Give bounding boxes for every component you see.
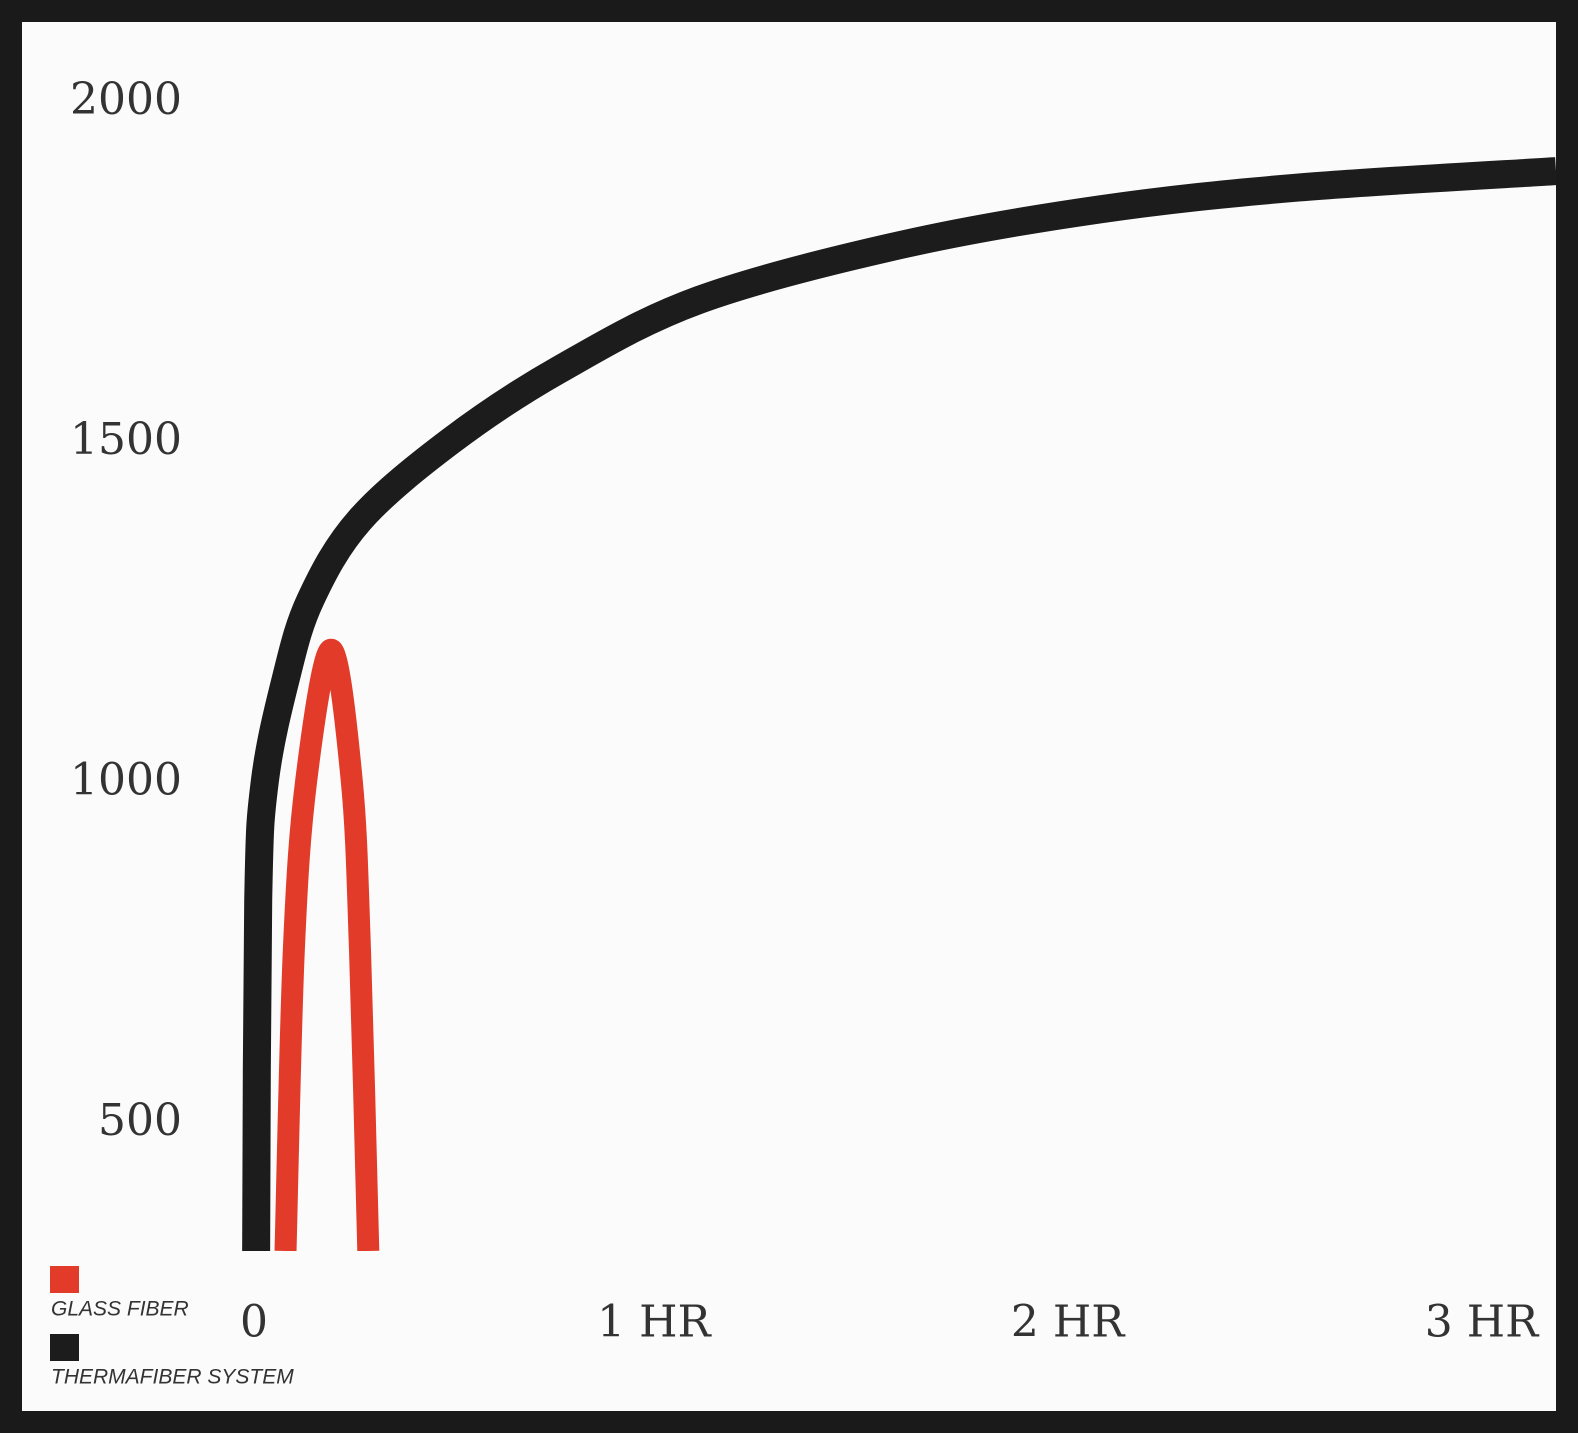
x-tick-label: 3 HR	[1425, 1297, 1540, 1348]
y-tick-label: 2000	[70, 74, 182, 125]
y-tick-label: 1500	[70, 414, 182, 465]
chart: 500 1000 1500 2000 0 1 HR 2 HR 3 HR GLASS FIBER T…	[0, 0, 1578, 1433]
y-tick-label: 500	[98, 1095, 182, 1146]
legend-label: THERMAFIBER SYSTEM	[51, 1366, 294, 1389]
legend-swatch	[50, 1334, 79, 1361]
x-tick-label: 1 HR	[597, 1297, 712, 1348]
legend-swatch	[50, 1266, 79, 1293]
x-tick-label: 0	[240, 1297, 268, 1348]
y-tick-label: 1000	[70, 755, 182, 806]
x-tick-label: 2 HR	[1011, 1297, 1126, 1348]
legend-label: GLASS FIBER	[51, 1298, 189, 1321]
